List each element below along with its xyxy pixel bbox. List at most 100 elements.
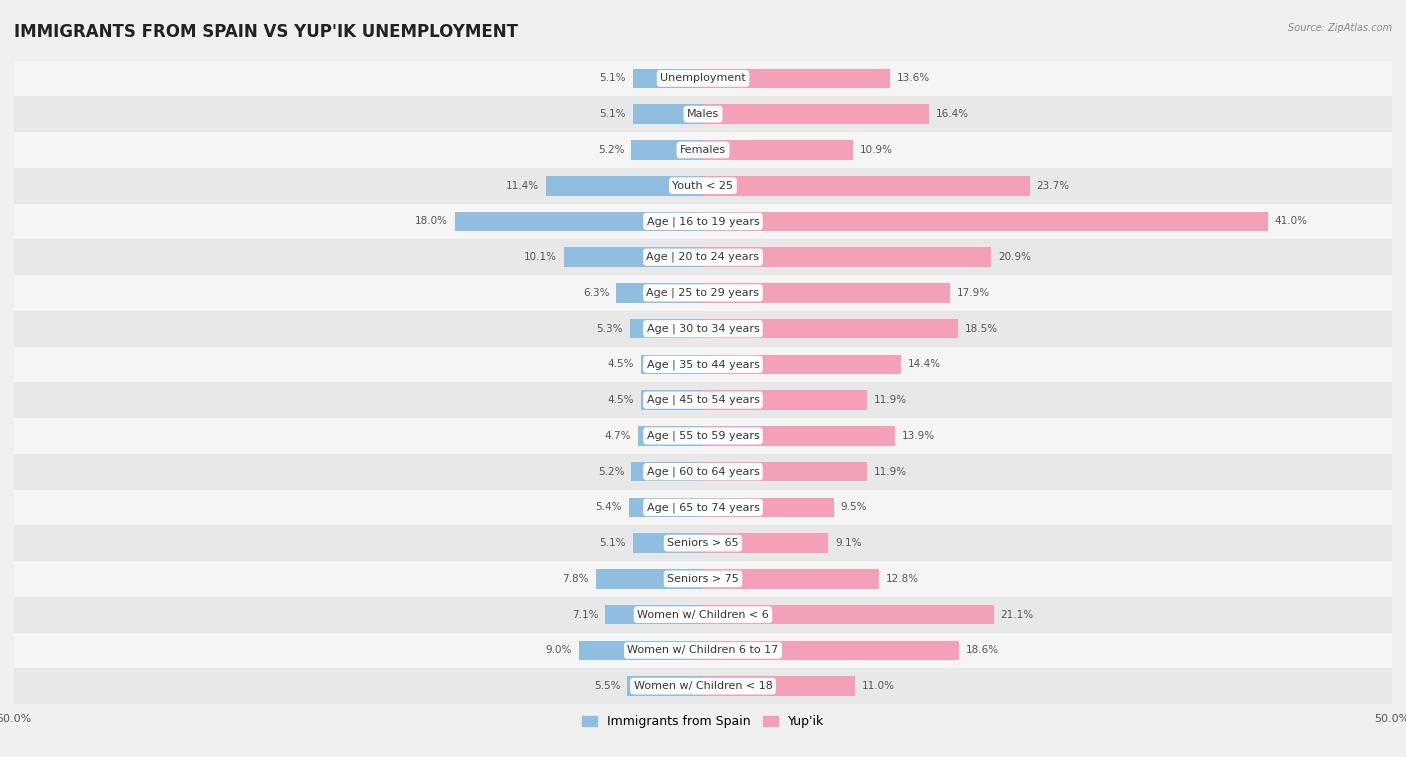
Text: Age | 65 to 74 years: Age | 65 to 74 years (647, 502, 759, 512)
Bar (14, 61, 1392, 96)
Text: 13.6%: 13.6% (897, 73, 931, 83)
Text: 5.2%: 5.2% (598, 466, 624, 477)
Bar (703, 391, 868, 410)
Text: 23.7%: 23.7% (1036, 181, 1070, 191)
Bar (14, 168, 1392, 204)
Bar (14, 525, 1392, 561)
Text: Age | 55 to 59 years: Age | 55 to 59 years (647, 431, 759, 441)
Text: Age | 25 to 29 years: Age | 25 to 29 years (647, 288, 759, 298)
Bar (456, 212, 703, 231)
Text: 18.6%: 18.6% (966, 646, 1000, 656)
Text: 13.9%: 13.9% (901, 431, 935, 441)
Bar (564, 248, 703, 267)
Bar (14, 204, 1392, 239)
Bar (627, 676, 703, 696)
Text: 20.9%: 20.9% (998, 252, 1031, 262)
Text: 9.0%: 9.0% (546, 646, 572, 656)
Bar (703, 534, 828, 553)
Bar (14, 311, 1392, 347)
Text: IMMIGRANTS FROM SPAIN VS YUP'IK UNEMPLOYMENT: IMMIGRANTS FROM SPAIN VS YUP'IK UNEMPLOY… (14, 23, 517, 41)
Text: Women w/ Children < 6: Women w/ Children < 6 (637, 609, 769, 620)
Bar (641, 391, 703, 410)
Text: 11.4%: 11.4% (506, 181, 538, 191)
Text: Age | 30 to 34 years: Age | 30 to 34 years (647, 323, 759, 334)
Text: Unemployment: Unemployment (661, 73, 745, 83)
Text: Age | 20 to 24 years: Age | 20 to 24 years (647, 252, 759, 263)
Bar (616, 283, 703, 303)
Text: 7.1%: 7.1% (572, 609, 599, 620)
Bar (14, 382, 1392, 418)
Text: 5.1%: 5.1% (599, 109, 626, 119)
Text: Females: Females (681, 145, 725, 155)
Legend: Immigrants from Spain, Yup'ik: Immigrants from Spain, Yup'ik (576, 710, 830, 733)
Text: Age | 35 to 44 years: Age | 35 to 44 years (647, 359, 759, 369)
Bar (579, 640, 703, 660)
Text: Women w/ Children 6 to 17: Women w/ Children 6 to 17 (627, 646, 779, 656)
Text: Seniors > 65: Seniors > 65 (668, 538, 738, 548)
Text: 41.0%: 41.0% (1275, 217, 1308, 226)
Text: 9.5%: 9.5% (841, 503, 868, 512)
Bar (14, 561, 1392, 597)
Text: 4.7%: 4.7% (605, 431, 631, 441)
Bar (703, 605, 994, 625)
Bar (14, 668, 1392, 704)
Text: 17.9%: 17.9% (956, 288, 990, 298)
Bar (703, 319, 957, 338)
Text: Age | 16 to 19 years: Age | 16 to 19 years (647, 217, 759, 226)
Bar (631, 462, 703, 481)
Bar (703, 569, 879, 589)
Bar (14, 453, 1392, 490)
Text: Youth < 25: Youth < 25 (672, 181, 734, 191)
Bar (703, 176, 1029, 195)
Bar (703, 212, 1268, 231)
Bar (14, 490, 1392, 525)
Bar (638, 426, 703, 446)
Text: Women w/ Children < 18: Women w/ Children < 18 (634, 681, 772, 691)
Text: 5.5%: 5.5% (593, 681, 620, 691)
Bar (628, 497, 703, 517)
Text: 14.4%: 14.4% (908, 360, 942, 369)
Text: 11.9%: 11.9% (875, 466, 907, 477)
Bar (703, 676, 855, 696)
Text: 5.1%: 5.1% (599, 73, 626, 83)
Text: 18.0%: 18.0% (415, 217, 449, 226)
Text: 5.1%: 5.1% (599, 538, 626, 548)
Text: Source: ZipAtlas.com: Source: ZipAtlas.com (1288, 23, 1392, 33)
Bar (703, 283, 949, 303)
Text: 6.3%: 6.3% (583, 288, 609, 298)
Bar (633, 104, 703, 124)
Bar (703, 426, 894, 446)
Text: 16.4%: 16.4% (936, 109, 969, 119)
Text: 11.9%: 11.9% (875, 395, 907, 405)
Text: Males: Males (688, 109, 718, 119)
Text: 5.4%: 5.4% (595, 503, 621, 512)
Text: 18.5%: 18.5% (965, 324, 998, 334)
Bar (596, 569, 703, 589)
Bar (14, 347, 1392, 382)
Bar (630, 319, 703, 338)
Text: 7.8%: 7.8% (562, 574, 589, 584)
Text: 21.1%: 21.1% (1001, 609, 1033, 620)
Bar (703, 104, 929, 124)
Text: 12.8%: 12.8% (886, 574, 920, 584)
Bar (703, 640, 959, 660)
Text: 10.9%: 10.9% (860, 145, 893, 155)
Bar (631, 140, 703, 160)
Bar (703, 69, 890, 89)
Bar (14, 597, 1392, 633)
Bar (633, 69, 703, 89)
Text: 10.1%: 10.1% (524, 252, 557, 262)
Text: 5.3%: 5.3% (596, 324, 623, 334)
Bar (703, 354, 901, 374)
Text: 9.1%: 9.1% (835, 538, 862, 548)
Bar (703, 248, 991, 267)
Bar (14, 239, 1392, 275)
Text: 4.5%: 4.5% (607, 360, 634, 369)
Bar (14, 96, 1392, 132)
Bar (605, 605, 703, 625)
Text: Age | 45 to 54 years: Age | 45 to 54 years (647, 395, 759, 406)
Bar (641, 354, 703, 374)
Bar (14, 633, 1392, 668)
Bar (703, 140, 853, 160)
Text: Age | 60 to 64 years: Age | 60 to 64 years (647, 466, 759, 477)
